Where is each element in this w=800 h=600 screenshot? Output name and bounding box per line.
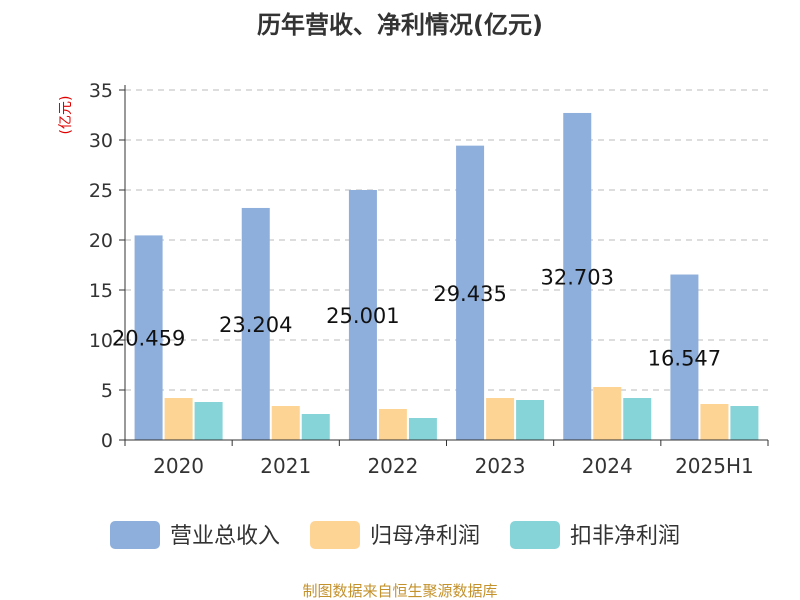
y-tick-label: 20 xyxy=(89,230,113,252)
y-tick-label: 25 xyxy=(89,180,113,202)
x-tick-label: 2020 xyxy=(153,454,204,478)
y-tick-label: 5 xyxy=(101,380,113,402)
x-tick-label: 2022 xyxy=(367,454,418,478)
legend-swatch xyxy=(310,521,360,549)
data-label: 25.001 xyxy=(326,304,399,328)
x-tick-label: 2025H1 xyxy=(675,454,754,478)
bar-0-5 xyxy=(670,274,699,440)
y-tick-label: 10 xyxy=(89,330,113,352)
bar-1-0 xyxy=(164,398,193,440)
bar-0-3 xyxy=(456,145,485,440)
data-label: 20.459 xyxy=(112,327,185,351)
legend-swatch xyxy=(110,521,160,549)
data-label: 23.204 xyxy=(219,313,292,337)
bar-2-0 xyxy=(194,402,223,440)
axes: 0 5 10 15 20 25 30 35 2020 2021 2022 2023 2024 2025H1 xyxy=(89,80,769,478)
y-tick-label: 35 xyxy=(89,80,113,102)
bar-1-2 xyxy=(378,409,407,440)
grid-lines xyxy=(125,89,768,391)
bar-1-5 xyxy=(700,404,729,440)
y-tick-label: 30 xyxy=(89,130,113,152)
legend-label: 归母净利润 xyxy=(370,524,480,549)
legend-swatch xyxy=(510,521,560,549)
bar-0-4 xyxy=(563,112,592,440)
bar-2-5 xyxy=(730,406,759,440)
chart-title: 历年营收、净利情况(亿元) xyxy=(257,11,543,39)
bars xyxy=(134,112,759,440)
y-axis-unit-label: (亿元) xyxy=(58,96,74,135)
legend-label: 营业总收入 xyxy=(170,524,280,549)
data-label: 29.435 xyxy=(433,282,506,306)
bar-2-1 xyxy=(301,414,330,440)
bar-0-0 xyxy=(134,235,163,440)
y-tick-label: 0 xyxy=(101,430,113,452)
bar-1-1 xyxy=(271,406,300,440)
bar-2-3 xyxy=(516,400,545,440)
legend: 营业总收入 归母净利润 扣非净利润 xyxy=(110,521,680,549)
bar-2-4 xyxy=(623,398,652,440)
data-label: 32.703 xyxy=(541,265,614,289)
source-note: 制图数据来自恒生聚源数据库 xyxy=(302,582,497,600)
bar-0-2 xyxy=(348,189,377,440)
x-tick-label: 2024 xyxy=(582,454,633,478)
bar-2-2 xyxy=(408,418,437,440)
x-tick-label: 2023 xyxy=(475,454,526,478)
y-tick-label: 15 xyxy=(89,280,113,302)
bar-1-3 xyxy=(486,398,515,440)
data-label: 16.547 xyxy=(648,346,721,370)
legend-label: 扣非净利润 xyxy=(570,524,680,549)
x-tick-label: 2021 xyxy=(260,454,311,478)
data-labels: 20.459 23.204 25.001 29.435 32.703 16.547 xyxy=(112,265,721,370)
bar-0-1 xyxy=(241,207,270,440)
bar-1-4 xyxy=(593,387,622,440)
